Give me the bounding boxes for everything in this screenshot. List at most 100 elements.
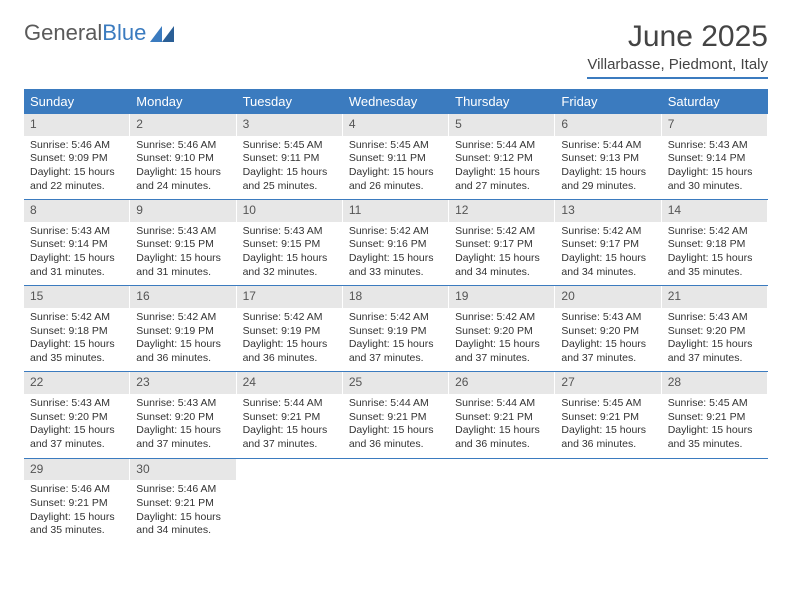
daylight-text: Daylight: 15 hours and 33 minutes. <box>349 252 443 279</box>
daylight-text: Daylight: 15 hours and 34 minutes. <box>136 511 230 538</box>
day-number <box>343 459 449 481</box>
sunset-text: Sunset: 9:15 PM <box>136 238 230 252</box>
day-number: 16 <box>130 286 236 308</box>
sunrise-text: Sunrise: 5:45 AM <box>561 397 655 411</box>
day-cell: 11Sunrise: 5:42 AMSunset: 9:16 PMDayligh… <box>343 200 449 285</box>
day-number: 15 <box>24 286 130 308</box>
daylight-text: Daylight: 15 hours and 37 minutes. <box>668 338 762 365</box>
logo-triangle-icon <box>150 24 174 42</box>
daylight-text: Daylight: 15 hours and 37 minutes. <box>243 424 337 451</box>
day-info: Sunrise: 5:43 AMSunset: 9:14 PMDaylight:… <box>662 139 768 194</box>
sunrise-text: Sunrise: 5:46 AM <box>136 483 230 497</box>
day-cell: 24Sunrise: 5:44 AMSunset: 9:21 PMDayligh… <box>237 372 343 457</box>
daylight-text: Daylight: 15 hours and 27 minutes. <box>455 166 549 193</box>
day-number: 7 <box>662 114 768 136</box>
day-cell: 13Sunrise: 5:42 AMSunset: 9:17 PMDayligh… <box>555 200 661 285</box>
day-info: Sunrise: 5:43 AMSunset: 9:20 PMDaylight:… <box>130 397 236 452</box>
day-info: Sunrise: 5:43 AMSunset: 9:20 PMDaylight:… <box>24 397 130 452</box>
sunrise-text: Sunrise: 5:45 AM <box>243 139 337 153</box>
day-cell: 14Sunrise: 5:42 AMSunset: 9:18 PMDayligh… <box>662 200 768 285</box>
day-info: Sunrise: 5:42 AMSunset: 9:19 PMDaylight:… <box>130 311 236 366</box>
sunrise-text: Sunrise: 5:42 AM <box>455 225 549 239</box>
sunrise-text: Sunrise: 5:44 AM <box>349 397 443 411</box>
day-number <box>555 459 661 481</box>
daylight-text: Daylight: 15 hours and 34 minutes. <box>455 252 549 279</box>
daylight-text: Daylight: 15 hours and 37 minutes. <box>455 338 549 365</box>
location-text: Villarbasse, Piedmont, Italy <box>587 56 768 79</box>
day-cell: 23 Sunrise: 5:43 AMSunset: 9:20 PMDayligh… <box>130 372 236 457</box>
day-info: Sunrise: 5:43 AMSunset: 9:15 PMDaylight:… <box>130 225 236 280</box>
sunset-text: Sunset: 9:21 PM <box>136 497 230 511</box>
day-number: 1 <box>24 114 130 136</box>
daylight-text: Daylight: 15 hours and 35 minutes. <box>668 252 762 279</box>
day-number: 13 <box>555 200 661 222</box>
week-row: 1 Sunrise: 5:46 AMSunset: 9:09 PMDaylight… <box>24 114 768 200</box>
sunset-text: Sunset: 9:20 PM <box>136 411 230 425</box>
sunset-text: Sunset: 9:16 PM <box>349 238 443 252</box>
day-number: 23 <box>130 372 236 394</box>
daylight-text: Daylight: 15 hours and 31 minutes. <box>30 252 124 279</box>
day-info: Sunrise: 5:42 AMSunset: 9:18 PMDaylight:… <box>24 311 130 366</box>
day-header: Sunday <box>24 89 130 114</box>
sunset-text: Sunset: 9:21 PM <box>561 411 655 425</box>
day-cell <box>662 459 768 544</box>
daylight-text: Daylight: 15 hours and 37 minutes. <box>561 338 655 365</box>
day-info: Sunrise: 5:44 AMSunset: 9:21 PMDaylight:… <box>449 397 555 452</box>
day-info: Sunrise: 5:42 AMSunset: 9:17 PMDaylight:… <box>449 225 555 280</box>
day-cell: 26Sunrise: 5:44 AMSunset: 9:21 PMDayligh… <box>449 372 555 457</box>
daylight-text: Daylight: 15 hours and 36 minutes. <box>136 338 230 365</box>
day-number: 5 <box>449 114 555 136</box>
sunrise-text: Sunrise: 5:46 AM <box>30 483 124 497</box>
sunrise-text: Sunrise: 5:44 AM <box>561 139 655 153</box>
day-number: 18 <box>343 286 449 308</box>
day-cell: 27 Sunrise: 5:45 AMSunset: 9:21 PMDayligh… <box>555 372 661 457</box>
daylight-text: Daylight: 15 hours and 26 minutes. <box>349 166 443 193</box>
sunset-text: Sunset: 9:19 PM <box>243 325 337 339</box>
sunrise-text: Sunrise: 5:43 AM <box>30 397 124 411</box>
weeks-container: 1 Sunrise: 5:46 AMSunset: 9:09 PMDaylight… <box>24 114 768 544</box>
day-header: Thursday <box>449 89 555 114</box>
day-info: Sunrise: 5:45 AMSunset: 9:11 PMDaylight:… <box>343 139 449 194</box>
sunrise-text: Sunrise: 5:43 AM <box>561 311 655 325</box>
day-cell: 19Sunrise: 5:42 AMSunset: 9:20 PMDayligh… <box>449 286 555 371</box>
day-info: Sunrise: 5:46 AMSunset: 9:09 PMDaylight:… <box>24 139 130 194</box>
logo-text-general: General <box>24 20 102 46</box>
sunrise-text: Sunrise: 5:42 AM <box>455 311 549 325</box>
logo-text-blue: Blue <box>102 20 146 46</box>
sunrise-text: Sunrise: 5:42 AM <box>668 225 762 239</box>
day-cell <box>449 459 555 544</box>
day-info: Sunrise: 5:42 AMSunset: 9:19 PMDaylight:… <box>237 311 343 366</box>
sunset-text: Sunset: 9:13 PM <box>561 152 655 166</box>
day-info: Sunrise: 5:46 AMSunset: 9:10 PMDaylight:… <box>130 139 236 194</box>
sunset-text: Sunset: 9:20 PM <box>561 325 655 339</box>
week-row: 22Sunrise: 5:43 AMSunset: 9:20 PMDayligh… <box>24 372 768 458</box>
daylight-text: Daylight: 15 hours and 37 minutes. <box>349 338 443 365</box>
day-info: Sunrise: 5:43 AMSunset: 9:15 PMDaylight:… <box>237 225 343 280</box>
daylight-text: Daylight: 15 hours and 36 minutes. <box>561 424 655 451</box>
day-cell: 25Sunrise: 5:44 AMSunset: 9:21 PMDayligh… <box>343 372 449 457</box>
daylight-text: Daylight: 15 hours and 22 minutes. <box>30 166 124 193</box>
day-header: Saturday <box>662 89 768 114</box>
day-number: 27 <box>555 372 661 394</box>
sunset-text: Sunset: 9:21 PM <box>243 411 337 425</box>
sunset-text: Sunset: 9:18 PM <box>668 238 762 252</box>
day-number: 20 <box>555 286 661 308</box>
day-cell: 18Sunrise: 5:42 AMSunset: 9:19 PMDayligh… <box>343 286 449 371</box>
sunset-text: Sunset: 9:14 PM <box>30 238 124 252</box>
day-cell: 29Sunrise: 5:46 AMSunset: 9:21 PMDayligh… <box>24 459 130 544</box>
daylight-text: Daylight: 15 hours and 29 minutes. <box>561 166 655 193</box>
day-number: 24 <box>237 372 343 394</box>
day-cell: 3Sunrise: 5:45 AMSunset: 9:11 PMDaylight… <box>237 114 343 199</box>
sunrise-text: Sunrise: 5:43 AM <box>136 397 230 411</box>
day-number <box>237 459 343 481</box>
sunset-text: Sunset: 9:21 PM <box>30 497 124 511</box>
day-info: Sunrise: 5:43 AMSunset: 9:14 PMDaylight:… <box>24 225 130 280</box>
day-info: Sunrise: 5:43 AMSunset: 9:20 PMDaylight:… <box>555 311 661 366</box>
day-number: 2 <box>130 114 236 136</box>
sunrise-text: Sunrise: 5:43 AM <box>243 225 337 239</box>
sunrise-text: Sunrise: 5:42 AM <box>30 311 124 325</box>
daylight-text: Daylight: 15 hours and 35 minutes. <box>30 338 124 365</box>
day-number: 3 <box>237 114 343 136</box>
week-row: 8Sunrise: 5:43 AMSunset: 9:14 PMDaylight… <box>24 200 768 286</box>
day-info: Sunrise: 5:43 AMSunset: 9:20 PMDaylight:… <box>662 311 768 366</box>
